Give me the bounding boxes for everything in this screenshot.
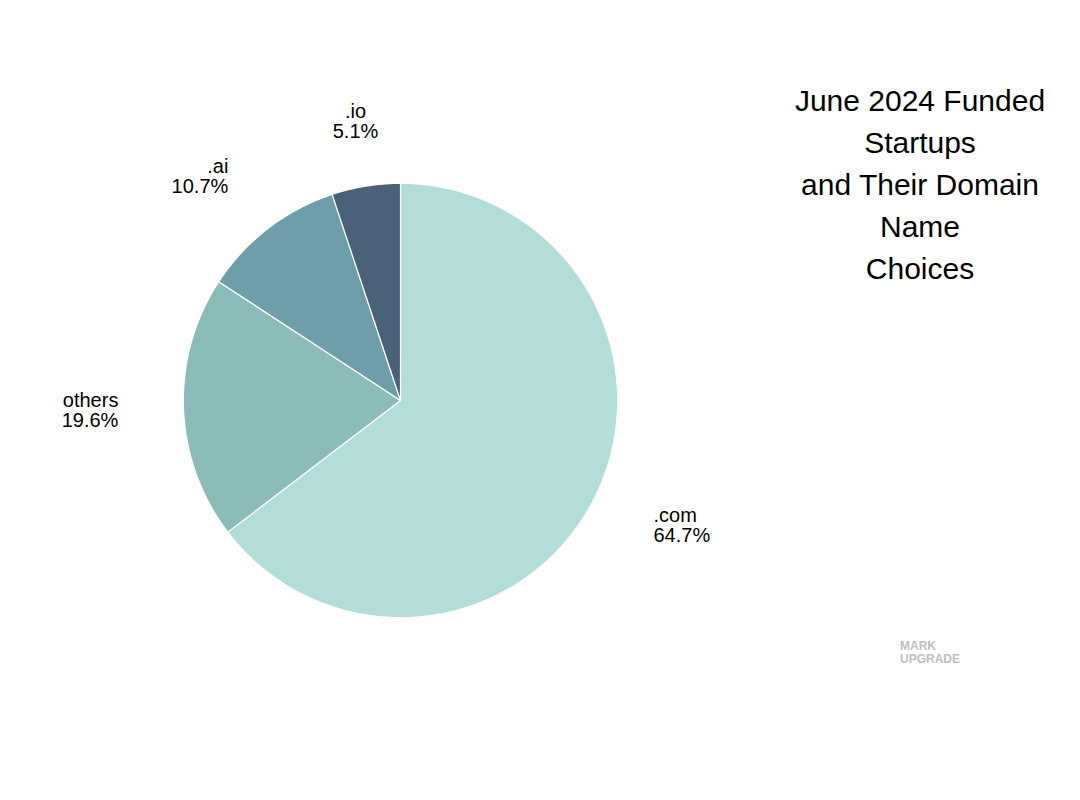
html-text:MARK UPGRADE: MARK UPGRADE bbox=[900, 639, 960, 667]
svg-text:.io5.1%: .io5.1% bbox=[333, 100, 379, 142]
svg-text:others19.6%: others19.6% bbox=[62, 389, 119, 431]
svg-text:.ai10.7%: .ai10.7% bbox=[172, 155, 229, 197]
html-text:June 2024 Funded Startups and: June 2024 Funded Startups and Their Doma… bbox=[794, 84, 1046, 285]
svg-text:.com64.7%: .com64.7% bbox=[653, 504, 710, 546]
